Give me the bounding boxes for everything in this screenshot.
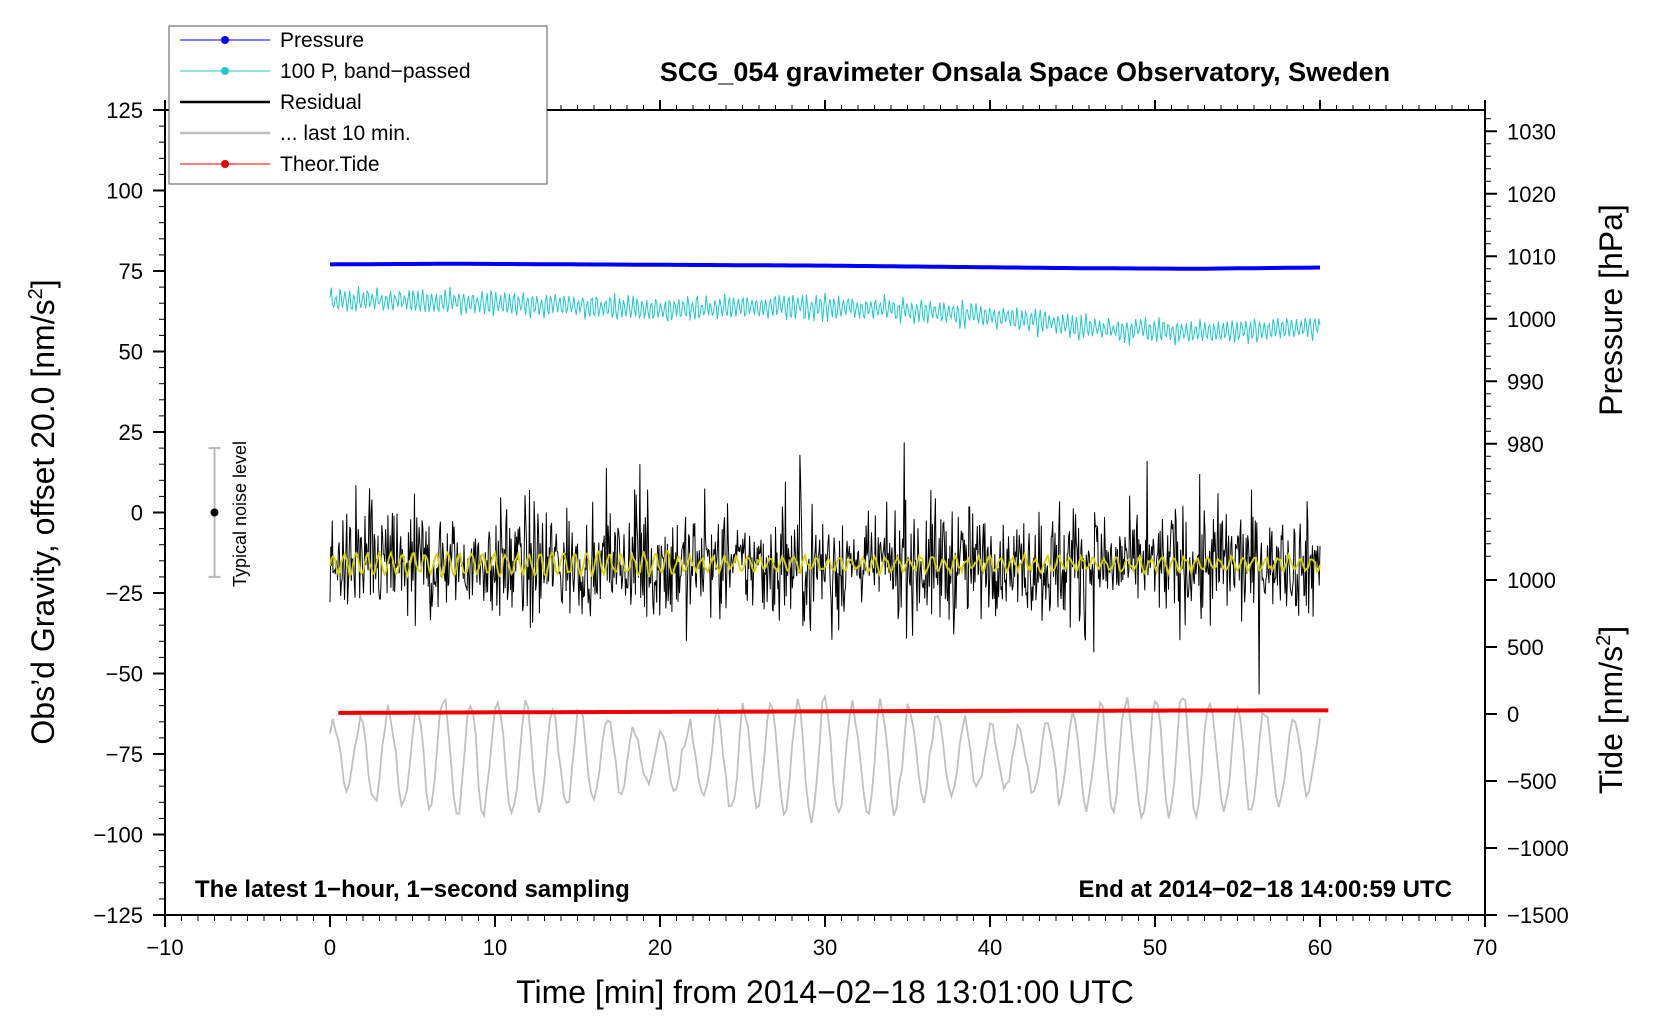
y-axis-label-left-main: Obs’d Gravity, offset 20.0 [nm/s: [25, 299, 61, 744]
tide-tick-label: −1500: [1507, 903, 1569, 928]
pressure-tick-label: 1000: [1507, 307, 1556, 332]
y-axis-label-tide-sup: 2: [1593, 635, 1615, 646]
chart-title: SCG_054 gravimeter Onsala Space Observat…: [660, 57, 1390, 87]
legend-marker: [221, 36, 229, 44]
y-tick-label: 75: [119, 259, 143, 284]
series-last-10-min-line: [329, 693, 1321, 824]
y-tick-label: 25: [119, 420, 143, 445]
y-tick-label: −125: [93, 903, 143, 928]
y-axis-label-tide: Tide [nm/s2]: [1593, 626, 1629, 794]
y-tick-label: 100: [106, 179, 143, 204]
legend-label: Theor.Tide: [280, 153, 380, 176]
y-tick-label: 50: [119, 340, 143, 365]
tide-tick-label: 0: [1507, 702, 1519, 727]
tide-tick-label: −500: [1507, 769, 1557, 794]
x-tick-label: 10: [483, 935, 507, 960]
y-axis-label-left: Obs’d Gravity, offset 20.0 [nm/s2]: [25, 279, 61, 744]
y-axis-label-left-sup: 2: [25, 288, 47, 299]
y-axis-label-tide-main: Tide [nm/s: [1593, 646, 1629, 794]
y-axis-label-tide-end: ]: [1593, 626, 1629, 635]
tick-layer: −10 0 10 20 30 40 50 60 70−125−100−75−50−2502550…: [93, 98, 1568, 960]
legend-label: Residual: [280, 91, 362, 114]
y-tick-label: −100: [93, 823, 143, 848]
y-tick-label: 125: [106, 98, 143, 123]
noise-center-dot: [210, 508, 219, 517]
legend: Pressure 100 P, band−passed Residual ... la…: [168, 25, 548, 185]
series-residual-smoothed-line: [329, 549, 1321, 580]
x-tick-label: 70: [1473, 935, 1497, 960]
x-tick-label: −10: [146, 935, 183, 960]
legend-label: 100 P, band−passed: [280, 60, 471, 83]
series-pressure-line: [329, 261, 1321, 271]
x-tick-label: 40: [978, 935, 1002, 960]
y-axis-label-pressure: Pressure [hPa]: [1593, 204, 1629, 416]
tide-tick-label: −1000: [1507, 836, 1569, 861]
pressure-tick-label: 980: [1507, 432, 1544, 457]
legend-label: ... last 10 min.: [280, 122, 411, 145]
y-tick-label: −50: [106, 662, 143, 687]
x-tick-label: 50: [1143, 935, 1167, 960]
pressure-tick-label: 1010: [1507, 244, 1556, 269]
y-tick-label: 0: [131, 501, 143, 526]
annotation-sampling: The latest 1−hour, 1−second sampling: [195, 876, 630, 903]
legend-box: [168, 25, 548, 185]
noise-level-indicator: [208, 447, 221, 578]
series-band-passed-line: [329, 285, 1321, 346]
pressure-tick-label: 990: [1507, 369, 1544, 394]
annotation-end-time: End at 2014−02−18 14:00:59 UTC: [1078, 876, 1452, 903]
y-tick-label: −75: [106, 742, 143, 767]
series-layer: [329, 261, 1329, 824]
x-axis-label: Time [min] from 2014−02−18 13:01:00 UTC: [516, 974, 1134, 1010]
legend-marker: [221, 67, 229, 75]
pressure-tick-label: 1030: [1507, 119, 1556, 144]
series-residual-line: [329, 442, 1321, 695]
plot-frame: [164, 109, 1486, 916]
x-tick-label: 60: [1308, 935, 1332, 960]
legend-marker: [221, 160, 229, 168]
y-axis-label-left-end: ]: [25, 279, 61, 288]
legend-label: Pressure: [280, 29, 364, 52]
pressure-tick-label: 1020: [1507, 182, 1556, 207]
x-tick-label: 0: [324, 935, 336, 960]
tide-tick-label: 500: [1507, 635, 1544, 660]
series-theoretical-tide-line: [338, 708, 1329, 715]
x-tick-label: 30: [813, 935, 837, 960]
tide-tick-label: 1000: [1507, 568, 1556, 593]
annotation-noise: Typical noise level: [230, 441, 250, 587]
x-tick-label: 20: [648, 935, 672, 960]
y-tick-label: −25: [106, 581, 143, 606]
